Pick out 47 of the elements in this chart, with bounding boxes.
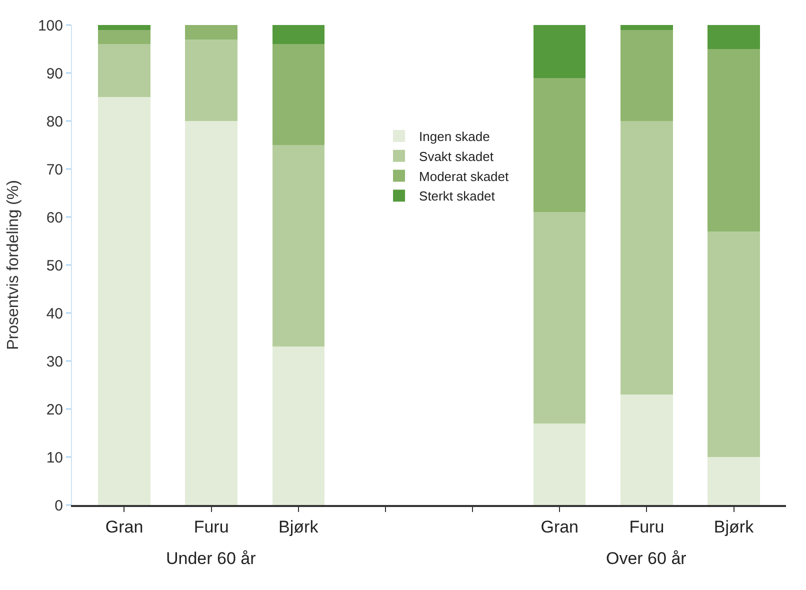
y-tick-label: 30 (46, 353, 63, 370)
y-tick-label: 90 (46, 65, 63, 82)
y-tick-label: 10 (46, 449, 63, 466)
x-tick-label: Bjørk (714, 517, 754, 536)
y-axis-title: Prosentvis fordeling (%) (4, 180, 22, 350)
y-tick-label: 100 (38, 17, 63, 34)
y-tick-label: 80 (46, 113, 63, 130)
bar (708, 231, 760, 457)
bar (620, 25, 673, 30)
bar (272, 44, 325, 145)
x-tick-label: Bjørk (278, 517, 319, 536)
legend-label: Moderat skadet (419, 168, 510, 184)
bar (98, 25, 150, 30)
bar (708, 49, 760, 232)
bar (533, 423, 586, 505)
y-tick-label: 50 (46, 257, 63, 274)
bar (272, 145, 325, 347)
bar (185, 25, 238, 40)
bar (272, 25, 325, 44)
legend-label: Ingen skade (419, 129, 490, 144)
y-tick-label: 60 (46, 209, 63, 226)
x-tick-label: Gran (540, 517, 579, 536)
bar (708, 457, 760, 505)
bar (98, 44, 150, 97)
y-tick-label: 70 (46, 161, 63, 178)
y-tick-label: 40 (46, 305, 63, 322)
text: Over 60 år (606, 549, 687, 568)
x-tick-label: Furu (194, 517, 229, 536)
bar (272, 346, 325, 505)
legend-label: Sterkt skadet (419, 188, 496, 204)
bar (185, 121, 238, 505)
bar (185, 39, 238, 121)
bar (533, 78, 586, 212)
y-tick-label: 20 (46, 401, 63, 418)
y-tick-label: 0 (54, 497, 63, 514)
bar (620, 394, 673, 505)
bar (533, 25, 586, 78)
bar (620, 121, 673, 395)
bar (98, 97, 150, 505)
bar (533, 212, 586, 424)
legend-label: Svakt skadet (419, 148, 494, 164)
bar (98, 30, 150, 44)
bar (708, 25, 760, 49)
x-tick-label: Furu (629, 517, 664, 536)
x-tick-label: Gran (105, 517, 144, 536)
bar (620, 30, 673, 121)
text: Under 60 år (166, 549, 256, 568)
